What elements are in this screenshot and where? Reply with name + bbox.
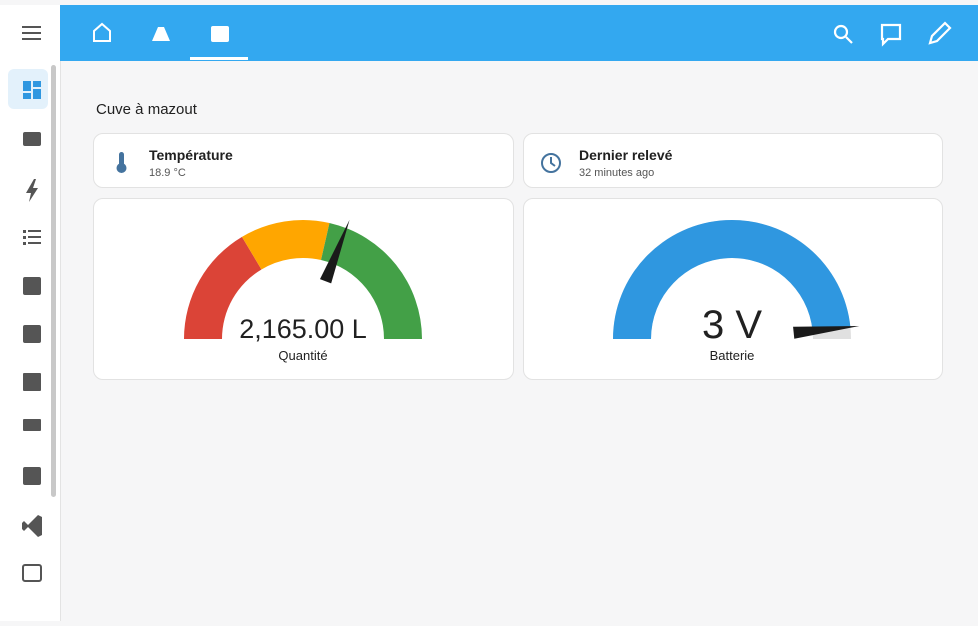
entity-name: Température — [149, 147, 233, 163]
clock-icon — [541, 153, 561, 173]
nav-icon[interactable] — [26, 179, 38, 202]
gauge-card[interactable] — [93, 198, 514, 380]
sidebar — [0, 5, 61, 621]
top-bar-icons — [93, 21, 952, 60]
sidebar-icons — [8, 26, 56, 582]
tab-icon[interactable] — [152, 27, 170, 41]
nav-icon[interactable] — [23, 419, 41, 431]
active-tab-indicator — [190, 57, 248, 60]
scrollbar — [51, 65, 56, 497]
nav-icon[interactable] — [22, 515, 42, 537]
edit-button[interactable] — [928, 21, 952, 45]
entity-state: 18.9 °C — [149, 167, 186, 179]
nav-icon[interactable] — [23, 277, 41, 295]
tab-icon[interactable] — [211, 26, 229, 42]
entity-state: 32 minutes ago — [579, 167, 655, 179]
menu-button[interactable] — [22, 26, 41, 40]
gauge-card[interactable] — [523, 198, 943, 380]
entity-card[interactable]: Température 18.9 °C — [93, 133, 514, 188]
nav-icon[interactable] — [23, 230, 41, 245]
nav-icon[interactable] — [23, 325, 41, 343]
search-button[interactable] — [833, 24, 849, 40]
assist-button[interactable] — [880, 23, 902, 47]
nav-icon[interactable] — [23, 467, 41, 485]
nav-icon[interactable] — [23, 373, 41, 391]
entity-card[interactable]: Dernier relevé 32 minutes ago — [523, 133, 943, 188]
section-title: Cuve à mazout — [96, 101, 197, 118]
nav-icon[interactable] — [22, 564, 42, 582]
entity-name: Dernier relevé — [579, 147, 673, 163]
nav-icon[interactable] — [23, 132, 41, 146]
tab-icon[interactable] — [93, 22, 111, 42]
thermometer-icon — [116, 152, 127, 173]
top-bar — [60, 5, 978, 61]
